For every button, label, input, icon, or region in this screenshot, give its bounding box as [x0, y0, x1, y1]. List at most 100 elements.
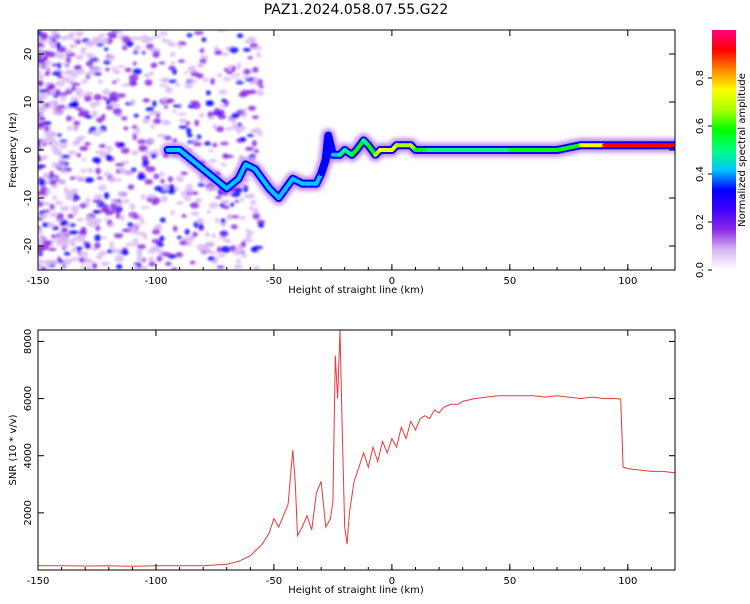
heatmap-cell: [159, 31, 168, 36]
heatmap-cell: [135, 127, 141, 134]
heatmap-cell: [180, 171, 188, 176]
heatmap-cell: [132, 68, 142, 75]
heatmap-cell: [250, 199, 257, 206]
heatmap-cell: [67, 150, 77, 155]
colorbar-tick-label: 0.6: [695, 118, 706, 134]
heatmap-cell: [84, 91, 94, 96]
heatmap-cell: [141, 50, 146, 55]
heatmap-cell: [49, 170, 54, 177]
heatmap-cell: [103, 171, 112, 177]
heatmap-cell: [193, 31, 204, 35]
heatmap-cell: [214, 217, 220, 224]
heatmap-xtick-label: -100: [145, 276, 168, 287]
heatmap-cell: [183, 194, 192, 202]
snr-xtick-label: 100: [618, 576, 637, 587]
heatmap-cell: [56, 133, 62, 137]
heatmap-cell: [117, 192, 126, 197]
heatmap-cell: [218, 89, 228, 95]
heatmap-cell: [172, 225, 178, 232]
heatmap-cell: [204, 141, 211, 146]
heatmap-cell: [241, 252, 247, 259]
snr-xtick-label: 50: [503, 576, 516, 587]
heatmap-cell: [189, 202, 200, 209]
heatmap-cell: [121, 45, 128, 51]
heatmap-cell: [80, 51, 86, 55]
heatmap-cell: [137, 139, 147, 144]
heatmap-cell: [85, 60, 94, 67]
heatmap-cell: [38, 238, 43, 245]
heatmap-cell: [132, 133, 137, 141]
heatmap-cell: [38, 164, 47, 169]
heatmap-cell: [184, 82, 193, 89]
heatmap-cell: [146, 137, 155, 144]
heatmap-cell: [38, 44, 46, 48]
heatmap-cell: [65, 87, 73, 91]
heatmap-cell: [111, 66, 117, 70]
heatmap-cell: [72, 198, 78, 202]
heatmap-cell: [51, 71, 62, 76]
heatmap-cell: [237, 122, 243, 127]
heatmap-cell: [73, 65, 81, 70]
heatmap-cell: [220, 246, 231, 253]
heatmap-cell: [221, 98, 227, 103]
heatmap-cell: [239, 197, 244, 202]
heatmap-cell: [196, 134, 202, 140]
colorbar-tick-label: 0.8: [695, 70, 706, 86]
heatmap-cell: [171, 267, 177, 270]
snr-ytick-label: 6000: [23, 386, 34, 411]
heatmap-cell: [55, 80, 65, 87]
heatmap-cell: [52, 99, 59, 107]
heatmap-cell: [234, 199, 240, 203]
snr-xtick-label: -50: [266, 576, 282, 587]
heatmap-cell: [95, 100, 101, 106]
heatmap-cell: [161, 252, 171, 257]
heatmap-cell: [208, 202, 219, 209]
heatmap-cell: [178, 118, 187, 124]
heatmap-cell: [103, 59, 111, 65]
heatmap-cell: [65, 56, 71, 64]
heatmap-cell: [137, 262, 142, 268]
heatmap-cell: [72, 100, 79, 107]
heatmap-cell: [231, 192, 241, 197]
heatmap-cell: [252, 66, 259, 73]
heatmap-cell: [243, 47, 251, 52]
heatmap-cell: [247, 56, 253, 60]
heatmap-cell: [253, 265, 260, 270]
heatmap-cell: [75, 246, 83, 251]
heatmap-cell: [84, 243, 92, 249]
heatmap-cell: [252, 207, 259, 214]
heatmap-cell: [144, 79, 153, 86]
heatmap-cell: [142, 98, 150, 103]
heatmap-cell: [38, 258, 43, 264]
heatmap-cell: [42, 240, 52, 247]
heatmap-cell: [190, 211, 200, 216]
heatmap-cell: [153, 173, 160, 180]
heatmap-cell: [165, 86, 173, 94]
heatmap-cell: [79, 251, 89, 257]
heatmap-cell: [38, 210, 44, 215]
heatmap-cell: [82, 107, 87, 112]
heatmap-cell: [76, 153, 82, 158]
heatmap-cell: [187, 104, 195, 109]
heatmap-cell: [177, 112, 187, 116]
heatmap-cell: [81, 109, 90, 117]
heatmap-cell: [222, 199, 230, 205]
heatmap-cell: [214, 50, 223, 56]
heatmap-cell: [152, 34, 161, 39]
heatmap-cell: [247, 133, 254, 137]
heatmap-cell: [117, 142, 126, 148]
heatmap-cell: [201, 37, 207, 43]
heatmap-cell: [77, 236, 86, 243]
heatmap-cell: [71, 82, 81, 87]
heatmap-cell: [120, 249, 129, 256]
heatmap-cell: [38, 194, 45, 198]
heatmap-cell: [156, 133, 167, 138]
heatmap-cell: [127, 184, 135, 190]
heatmap-cell: [169, 51, 176, 57]
snr-xtick-label: -150: [27, 576, 50, 587]
heatmap-cell: [93, 218, 102, 224]
heatmap-cell: [42, 155, 47, 161]
heatmap-cell: [247, 105, 256, 111]
heatmap-cell: [101, 37, 109, 42]
